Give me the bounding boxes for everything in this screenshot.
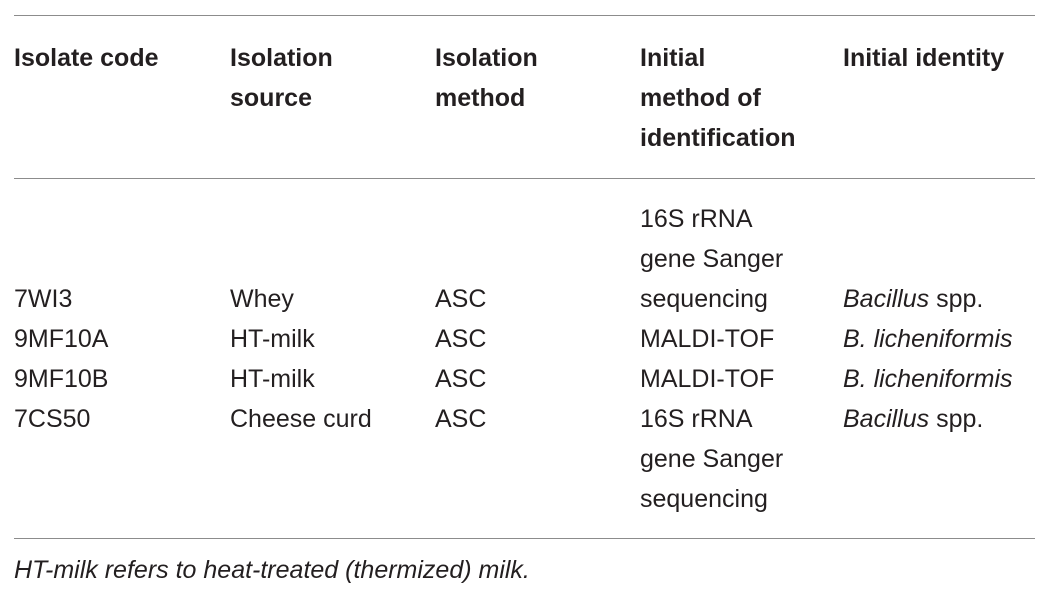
identification-text: MALDI-TOF (640, 325, 775, 353)
cell: Bacillus spp. (843, 399, 1035, 539)
method-text: ASC (435, 405, 487, 433)
cell: ASC (435, 179, 640, 320)
code-text: 9MF10B (14, 365, 109, 393)
identification-text: sequencing (640, 485, 768, 513)
table-row: 7WI3 Whey ASC 16S rRNA gene Sanger sequencing… (14, 179, 1035, 320)
header-cell: Isolation source (230, 16, 435, 179)
cell: Bacillus spp. (843, 179, 1035, 320)
identity-plain: spp. (936, 405, 984, 433)
header-text: identification (640, 124, 796, 152)
cell: 16S rRNA gene Sanger sequencing (640, 399, 843, 539)
cell: 7WI3 (14, 179, 230, 320)
cell: HT-milk (230, 359, 435, 399)
source-text: HT-milk (230, 325, 315, 353)
header-text: method of (640, 84, 761, 112)
identification-text: sequencing (640, 285, 768, 313)
data-table: Isolate code Isolation source Isolation meth… (14, 15, 1035, 539)
table-row: 7CS50 Cheese curd ASC 16S rRNA gene Sanger se… (14, 399, 1035, 539)
cell: B. licheniformis (843, 359, 1035, 399)
cell: 9MF10A (14, 319, 230, 359)
source-text: Whey (230, 285, 294, 313)
header-text: method (435, 84, 526, 112)
identification-text: MALDI-TOF (640, 365, 775, 393)
cell: 7CS50 (14, 399, 230, 539)
header-text: Initial (640, 44, 706, 72)
identification-text: 16S rRNA (640, 205, 753, 233)
cell: Cheese curd (230, 399, 435, 539)
cell: Whey (230, 179, 435, 320)
cell: 9MF10B (14, 359, 230, 399)
identity-italic: B. licheniformis (843, 325, 1013, 353)
header-text: Isolation (230, 44, 333, 72)
code-text: 7CS50 (14, 405, 91, 433)
footnote: HT-milk refers to heat-treated (thermize… (14, 556, 530, 584)
cell: MALDI-TOF (640, 319, 843, 359)
identity-italic: Bacillus (843, 285, 930, 313)
cell: ASC (435, 359, 640, 399)
cell: HT-milk (230, 319, 435, 359)
identification-text: gene Sanger (640, 245, 784, 273)
source-text: HT-milk (230, 365, 315, 393)
header-cell: Isolate code (14, 16, 230, 179)
header-cell: Initial identity (843, 16, 1035, 179)
header-cell: Initial method of identification (640, 16, 843, 179)
cell: B. licheniformis (843, 319, 1035, 359)
method-text: ASC (435, 365, 487, 393)
identification-text: 16S rRNA (640, 405, 753, 433)
table-body: 7WI3 Whey ASC 16S rRNA gene Sanger sequencing… (14, 179, 1035, 539)
identity-italic: B. licheniformis (843, 365, 1013, 393)
header-text: Isolation (435, 44, 538, 72)
method-text: ASC (435, 325, 487, 353)
cell: ASC (435, 399, 640, 539)
header-text: source (230, 84, 312, 112)
cell: MALDI-TOF (640, 359, 843, 399)
header-text: Initial identity (843, 44, 1005, 72)
identification-text: gene Sanger (640, 445, 784, 473)
identity-plain: spp. (936, 285, 984, 313)
table-row: 9MF10B HT-milk ASC MALDI-TOF B. licheniformi… (14, 359, 1035, 399)
header-row: Isolate code Isolation source Isolation meth… (14, 15, 1035, 179)
header-text: Isolate code (14, 44, 159, 72)
code-text: 9MF10A (14, 325, 109, 353)
table-container: Isolate code Isolation source Isolation meth… (14, 15, 1035, 590)
method-text: ASC (435, 285, 487, 313)
table-row: 9MF10A HT-milk ASC MALDI-TOF B. licheniformi… (14, 319, 1035, 359)
header-cell: Isolation method (435, 16, 640, 179)
cell: 16S rRNA gene Sanger sequencing (640, 179, 843, 320)
cell: ASC (435, 319, 640, 359)
source-text: Cheese curd (230, 405, 372, 433)
identity-italic: Bacillus (843, 405, 930, 433)
code-text: 7WI3 (14, 285, 73, 313)
